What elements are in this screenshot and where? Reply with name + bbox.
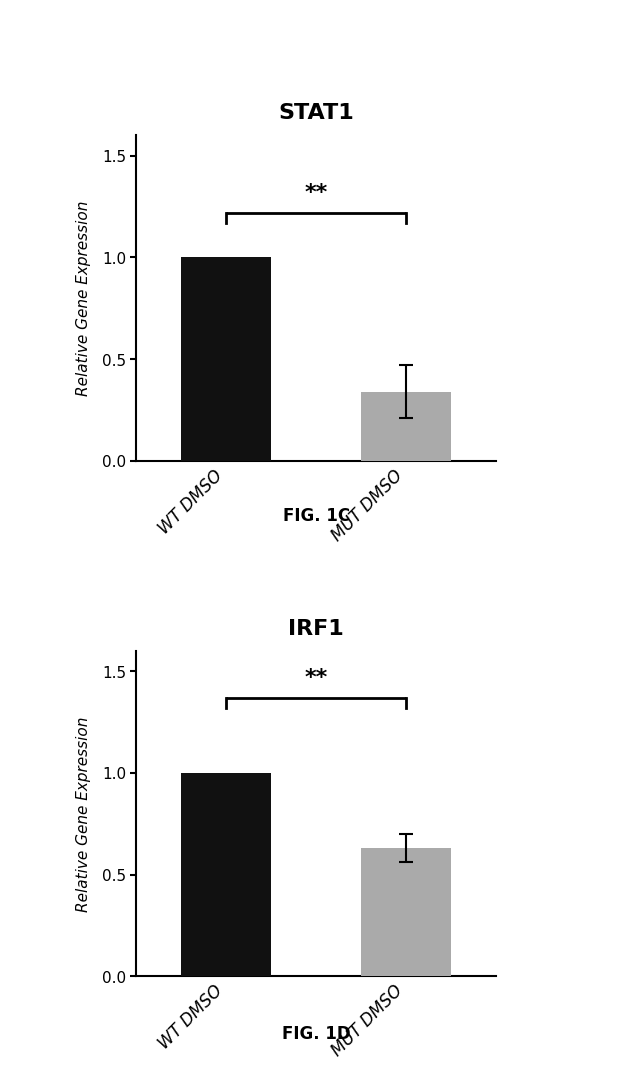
Y-axis label: Relative Gene Expression: Relative Gene Expression: [76, 201, 91, 396]
Text: **: **: [304, 182, 328, 203]
Title: STAT1: STAT1: [278, 103, 354, 123]
Text: **: **: [304, 667, 328, 688]
Y-axis label: Relative Gene Expression: Relative Gene Expression: [76, 716, 91, 911]
Text: FIG. 1C: FIG. 1C: [283, 507, 350, 524]
Bar: [361, 848, 451, 976]
Bar: [361, 392, 451, 461]
Text: FIG. 1D: FIG. 1D: [282, 1025, 350, 1043]
Title: IRF1: IRF1: [288, 618, 344, 638]
Bar: [181, 773, 272, 976]
Bar: [181, 258, 272, 461]
